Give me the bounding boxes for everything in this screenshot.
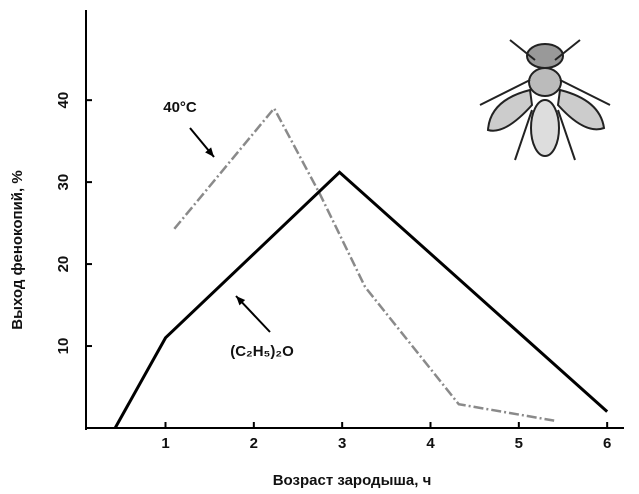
x-tick-label: 5 bbox=[515, 435, 523, 452]
fly-illustration bbox=[479, 39, 611, 161]
series-line bbox=[113, 170, 609, 429]
series-label: 40°C bbox=[163, 99, 197, 116]
x-axis-label: Возраст зародыша, ч bbox=[273, 472, 432, 489]
x-tick-label: 3 bbox=[338, 435, 346, 452]
y-axis-label: Выход фенокопий, % bbox=[9, 170, 26, 329]
arrow-head bbox=[236, 296, 246, 306]
x-tick-label: 4 bbox=[426, 435, 435, 452]
y-tick-label: 10 bbox=[55, 338, 72, 355]
y-tick-label: 40 bbox=[55, 92, 72, 109]
y-tick-label: 30 bbox=[55, 174, 72, 191]
x-tick-label: 6 bbox=[603, 435, 611, 452]
x-tick-label: 2 bbox=[250, 435, 258, 452]
arrow-head bbox=[205, 147, 214, 157]
y-tick-label: 20 bbox=[55, 256, 72, 273]
series-line bbox=[173, 106, 555, 422]
series-label: (C₂H₅)₂O bbox=[230, 343, 294, 360]
x-tick-label: 1 bbox=[161, 435, 169, 452]
